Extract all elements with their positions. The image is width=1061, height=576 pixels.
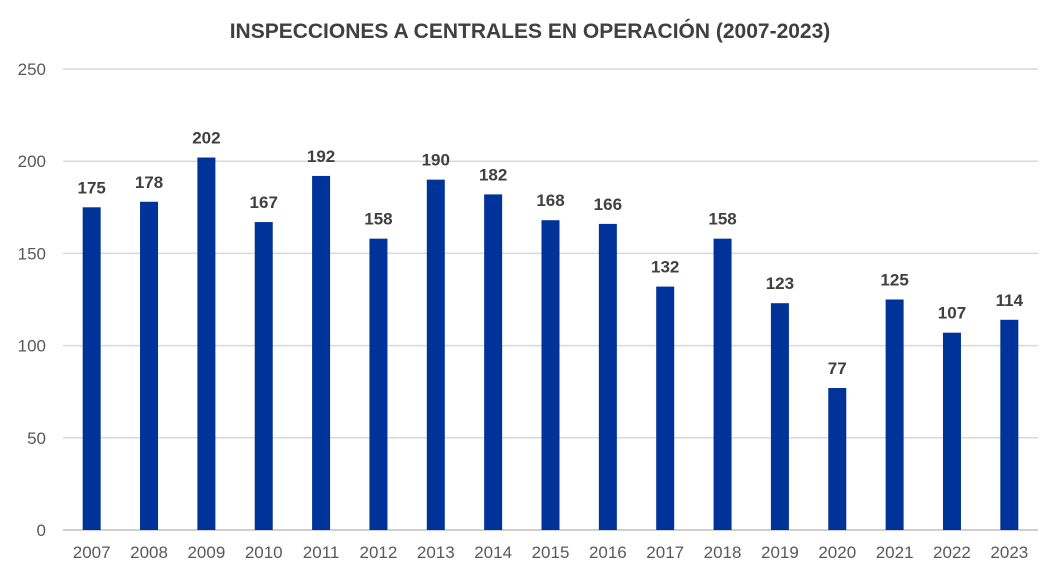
x-tick-label: 2014 — [474, 543, 512, 562]
x-tick-label: 2017 — [646, 543, 684, 562]
y-tick-label: 100 — [18, 337, 46, 356]
x-tick-label: 2016 — [589, 543, 627, 562]
x-tick-label: 2007 — [73, 543, 111, 562]
bar — [885, 299, 904, 530]
x-tick-label: 2015 — [532, 543, 570, 562]
x-tick-label: 2023 — [990, 543, 1028, 562]
bar — [426, 179, 445, 530]
data-label: 77 — [828, 359, 847, 378]
data-label: 192 — [307, 147, 335, 166]
y-tick-label: 50 — [27, 429, 46, 448]
x-tick-label: 2012 — [360, 543, 398, 562]
bar — [197, 157, 216, 530]
bar — [598, 223, 617, 530]
data-label: 107 — [938, 304, 966, 323]
bar — [82, 207, 101, 531]
bar — [713, 238, 732, 530]
bar — [312, 175, 331, 530]
bar — [942, 332, 961, 530]
x-tick-label: 2011 — [303, 543, 340, 562]
bar — [484, 194, 503, 530]
data-label: 175 — [77, 178, 105, 197]
x-tick-label: 2009 — [187, 543, 225, 562]
bar — [140, 201, 159, 530]
x-tick-label: 2020 — [818, 543, 856, 562]
data-label: 125 — [880, 271, 908, 290]
data-label: 166 — [594, 195, 622, 214]
y-tick-label: 250 — [18, 60, 46, 79]
x-tick-label: 2021 — [876, 543, 914, 562]
data-label: 178 — [135, 173, 163, 192]
bar — [656, 286, 675, 530]
y-tick-label: 200 — [18, 152, 46, 171]
data-labels: 175 178 202 167 192 158 190 182 168 166 132 158 123 7… — [77, 129, 1023, 379]
x-tick-label: 2008 — [130, 543, 168, 562]
data-label: 114 — [996, 291, 1024, 310]
bar — [369, 238, 388, 530]
y-axis-ticks: 0 50 100 150 200 250 — [18, 60, 46, 540]
x-axis-ticks: 2007 2008 2009 2010 2011 2012 2013 2014 2015 2016… — [73, 543, 1028, 562]
data-label: 158 — [364, 210, 392, 229]
data-label: 190 — [422, 151, 450, 170]
x-tick-label: 2013 — [417, 543, 455, 562]
data-label: 132 — [651, 258, 679, 277]
bar — [770, 303, 789, 530]
data-label: 202 — [192, 129, 220, 148]
x-tick-label: 2018 — [704, 543, 742, 562]
x-tick-label: 2019 — [761, 543, 799, 562]
bar — [1000, 319, 1019, 530]
y-tick-label: 0 — [37, 521, 46, 540]
data-label: 168 — [536, 191, 564, 210]
bars — [82, 157, 1019, 531]
bar — [828, 388, 847, 530]
x-tick-label: 2022 — [933, 543, 971, 562]
chart-title: INSPECCIONES A CENTRALES EN OPERACIÓN (2… — [230, 19, 831, 43]
y-tick-label: 150 — [18, 244, 46, 263]
bar — [541, 220, 560, 530]
data-label: 123 — [766, 274, 794, 293]
x-tick-label: 2010 — [245, 543, 283, 562]
bar — [254, 222, 273, 530]
data-label: 167 — [250, 193, 278, 212]
data-label: 158 — [708, 210, 736, 229]
data-label: 182 — [479, 165, 507, 184]
